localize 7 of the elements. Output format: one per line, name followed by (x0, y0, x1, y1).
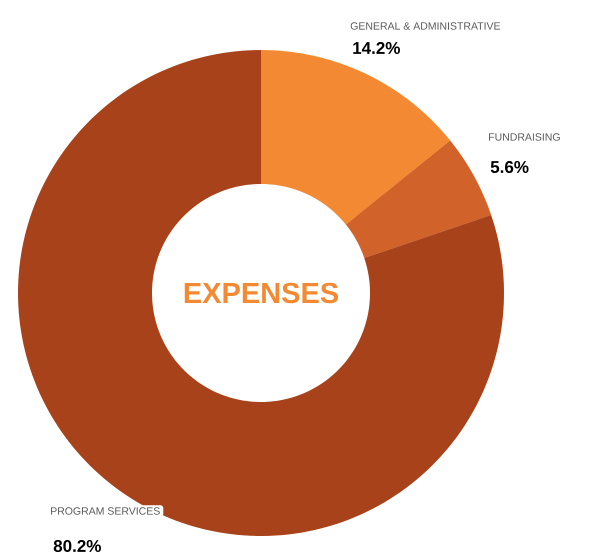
data-label: 80.2% (54, 540, 101, 552)
data-label: 14.2% (353, 42, 400, 54)
slice-label: FUNDRAISING (489, 133, 560, 141)
data-label: 5.6% (490, 160, 529, 174)
slice-label: GENERAL & ADMINISTRATIVE (350, 22, 500, 30)
text: EXPENSES (184, 282, 338, 304)
slice-label: PROGRAM SERVICES (51, 507, 160, 515)
